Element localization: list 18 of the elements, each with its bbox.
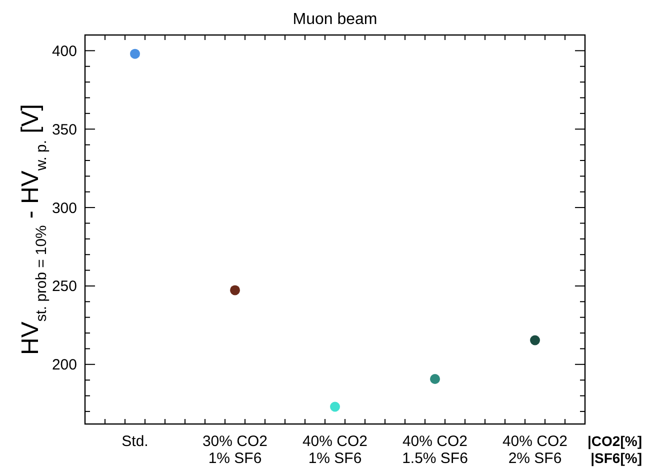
chart-title: Muon beam xyxy=(292,11,378,28)
x-tick-label: 40% CO2 2% SF6 xyxy=(502,433,568,467)
x-tick-label: 40% CO2 1.5% SF6 xyxy=(402,433,468,467)
point xyxy=(330,402,340,412)
point xyxy=(430,374,440,384)
y-tick-label: 400 xyxy=(52,42,77,60)
x-tick-label: 40% CO2 1% SF6 xyxy=(302,433,368,467)
y-tick-label: 350 xyxy=(52,121,77,138)
text: |CO2[%] xyxy=(588,433,642,450)
point xyxy=(130,48,140,59)
y-tick-label: 200 xyxy=(52,356,77,374)
y-tick-label: 300 xyxy=(52,200,77,217)
x-tick-label: Std. xyxy=(122,433,148,450)
y-tick-label: 250 xyxy=(52,278,77,296)
point xyxy=(530,335,540,346)
text: |SF6[%] xyxy=(590,450,642,467)
point xyxy=(230,285,240,296)
x-tick-label: 30% CO2 1% SF6 xyxy=(202,433,268,467)
